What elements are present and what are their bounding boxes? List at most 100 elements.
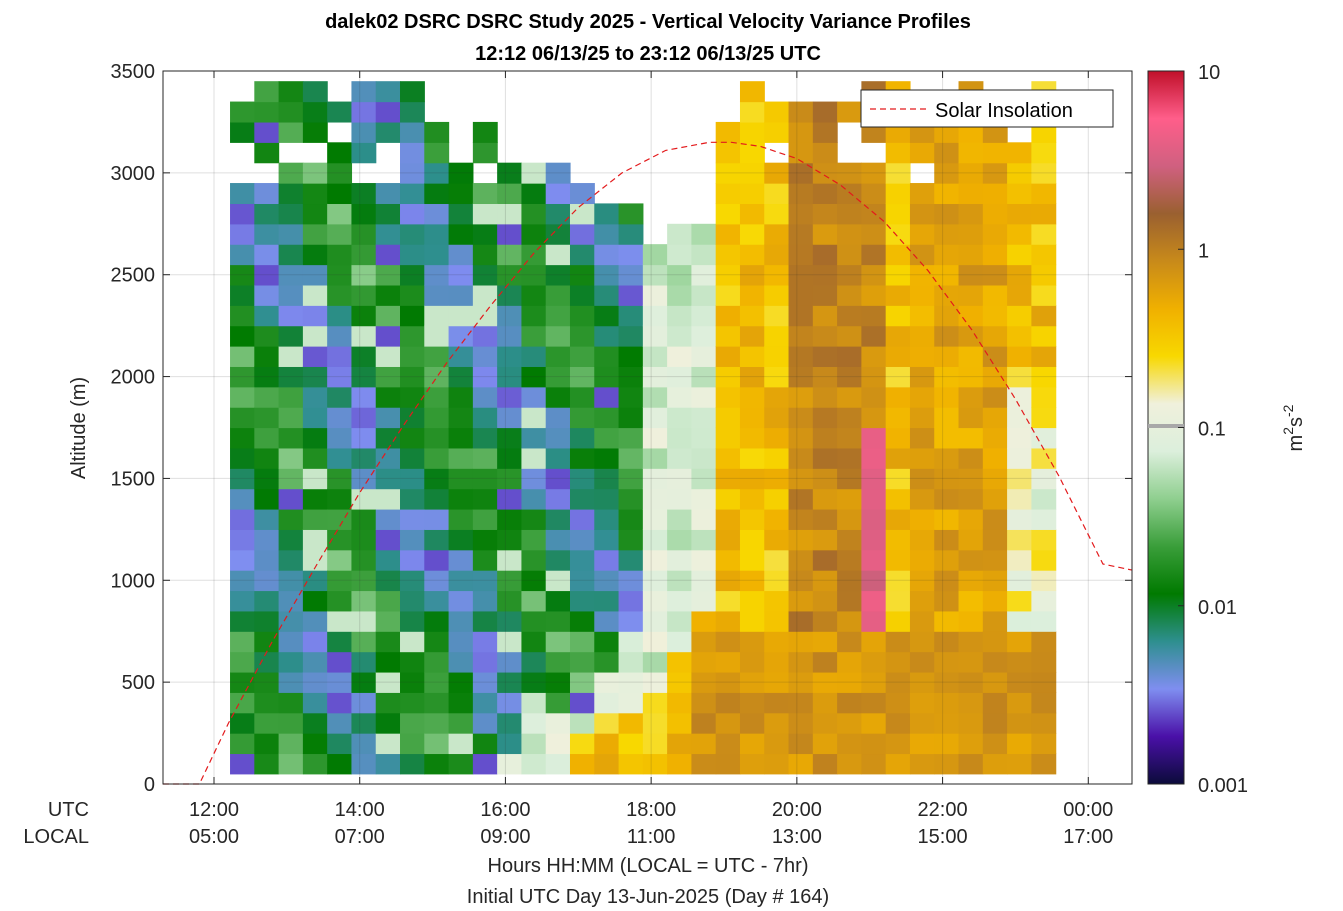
heatmap-cell	[278, 407, 304, 429]
heatmap-cell	[521, 610, 547, 632]
heatmap-cell	[788, 651, 814, 673]
heatmap-cell	[788, 753, 814, 775]
heatmap-cell	[594, 712, 620, 734]
heatmap-cell	[230, 753, 255, 775]
heatmap-cell	[375, 488, 401, 510]
heatmap-cell	[302, 468, 328, 490]
heatmap-cell	[861, 427, 887, 449]
heatmap-cell	[715, 346, 741, 367]
heatmap-cell	[594, 346, 620, 367]
heatmap-cell	[472, 488, 498, 510]
heatmap-cell	[448, 447, 474, 469]
heatmap-cell	[327, 407, 353, 429]
heatmap-cell	[1007, 223, 1032, 245]
heatmap-cell	[715, 631, 741, 653]
heatmap-cell	[569, 183, 595, 205]
heatmap-cell	[230, 610, 255, 632]
heatmap-cell	[230, 671, 255, 693]
heatmap-cell	[569, 386, 595, 408]
heatmap-cell	[885, 162, 911, 184]
heatmap-cell	[691, 223, 717, 245]
heatmap-cell	[327, 325, 353, 347]
heatmap-cell	[618, 447, 644, 469]
heatmap-cell	[1031, 162, 1057, 184]
heatmap-cell	[885, 671, 911, 693]
heatmap-cell	[351, 753, 377, 775]
heatmap-cell	[812, 386, 838, 408]
heatmap-cell	[1007, 447, 1032, 469]
heatmap-cell	[400, 753, 425, 775]
heatmap-cell	[230, 468, 255, 490]
heatmap-cell	[739, 570, 765, 592]
heatmap-cell	[278, 631, 304, 653]
heatmap-cell	[472, 631, 498, 653]
heatmap-cell	[472, 508, 498, 530]
heatmap-cell	[472, 264, 498, 286]
heatmap-cell	[472, 549, 498, 571]
heatmap-cell	[837, 549, 862, 571]
heatmap-cell	[230, 244, 255, 266]
heatmap-cell	[1007, 671, 1032, 693]
heatmap-cell	[934, 671, 960, 693]
heatmap-cell	[375, 305, 401, 327]
heatmap-cell	[982, 733, 1008, 755]
heatmap-cell	[691, 264, 717, 286]
heatmap-cell	[934, 753, 960, 775]
heatmap-cell	[642, 610, 668, 632]
heatmap-cell	[278, 427, 304, 449]
heatmap-cell	[497, 549, 523, 571]
heatmap-cell	[739, 244, 765, 266]
heatmap-cell	[327, 366, 353, 388]
heatmap-cell	[739, 346, 765, 367]
heatmap-cell	[375, 733, 401, 755]
heatmap-cell	[424, 488, 450, 510]
heatmap-cell	[521, 508, 547, 530]
heatmap-cell	[351, 671, 377, 693]
heatmap-cell	[788, 284, 814, 306]
heatmap-cell	[958, 753, 984, 775]
heatmap-cell	[982, 244, 1008, 266]
heatmap-cell	[667, 671, 693, 693]
heatmap-cell	[594, 244, 620, 266]
heatmap-cell	[302, 671, 328, 693]
heatmap-cell	[472, 366, 498, 388]
heatmap-cell	[594, 570, 620, 592]
heatmap-cell	[351, 325, 377, 347]
heatmap-cell	[764, 671, 790, 693]
heatmap-cell	[230, 346, 255, 367]
heatmap-cell	[1031, 651, 1057, 673]
heatmap-cell	[230, 325, 255, 347]
heatmap-cell	[545, 590, 571, 612]
heatmap-cell	[764, 264, 790, 286]
heatmap-cell	[982, 753, 1008, 775]
heatmap-cell	[230, 121, 255, 143]
heatmap-cell	[327, 733, 353, 755]
heatmap-cell	[667, 447, 693, 469]
heatmap-cell	[254, 386, 280, 408]
heatmap-cell	[278, 529, 304, 551]
heatmap-cell	[472, 733, 498, 755]
heatmap-cell	[351, 427, 377, 449]
heatmap-cell	[472, 142, 498, 164]
heatmap-cell	[812, 631, 838, 653]
heatmap-cell	[885, 447, 911, 469]
heatmap-cell	[1031, 284, 1057, 306]
heatmap-cell	[497, 284, 523, 306]
heatmap-cell	[958, 142, 984, 164]
heatmap-cell	[278, 753, 304, 775]
heatmap-cell	[861, 183, 887, 205]
heatmap-cell	[400, 692, 425, 714]
heatmap-cell	[837, 468, 862, 490]
heatmap-cell	[764, 346, 790, 367]
heatmap-cell	[837, 671, 862, 693]
heatmap-cell	[545, 407, 571, 429]
heatmap-cell	[837, 244, 862, 266]
heatmap-cell	[691, 712, 717, 734]
heatmap-cell	[837, 610, 862, 632]
heatmap-cell	[400, 142, 425, 164]
heatmap-cell	[812, 325, 838, 347]
legend-entry-solar-insolation: Solar Insolation	[935, 100, 1073, 122]
heatmap-cell	[691, 692, 717, 714]
heatmap-cell	[934, 325, 960, 347]
heatmap-cell	[569, 529, 595, 551]
